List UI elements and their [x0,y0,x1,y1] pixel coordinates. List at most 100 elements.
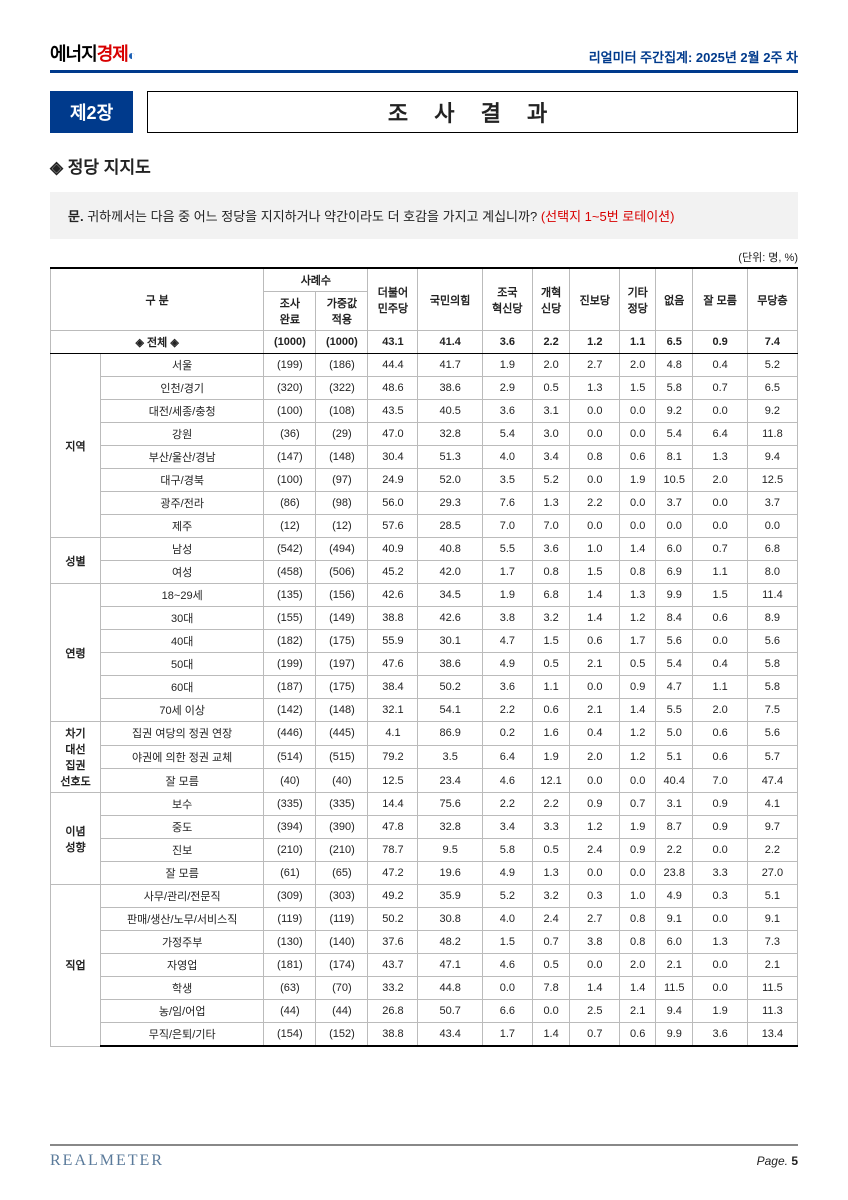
data-cell: 1.4 [532,1023,569,1047]
data-cell: (1000) [316,331,368,354]
data-cell: 2.1 [656,954,693,977]
data-cell: 12.5 [747,469,797,492]
row-label: 강원 [101,423,264,446]
data-cell: 1.4 [620,977,656,1000]
data-cell: 3.6 [482,676,532,699]
data-cell: 5.8 [482,839,532,862]
data-cell: 5.2 [482,885,532,908]
data-cell: 7.3 [747,931,797,954]
group-label: 이념 성향 [51,793,101,885]
data-cell: 0.5 [532,839,569,862]
data-cell: 3.8 [570,931,620,954]
table-row: 무직/은퇴/기타(154)(152)38.843.41.71.40.70.69.… [51,1023,798,1047]
data-cell: (303) [316,885,368,908]
data-cell: 0.0 [570,400,620,423]
row-label: 30대 [101,607,264,630]
data-cell: 24.9 [368,469,418,492]
data-cell: 30.1 [418,630,482,653]
data-cell: 6.5 [747,377,797,400]
data-cell: 50.7 [418,1000,482,1023]
col-party-3: 개혁 신당 [532,268,569,331]
data-cell: 9.2 [656,400,693,423]
data-cell: 2.2 [656,839,693,862]
data-cell: 1.0 [620,885,656,908]
data-cell: 0.9 [570,793,620,816]
row-label: 잘 모름 [101,769,264,793]
data-cell: 0.4 [693,354,747,377]
data-cell: 2.2 [482,699,532,722]
data-cell: 0.0 [620,862,656,885]
data-cell: 9.5 [418,839,482,862]
data-cell: 0.7 [693,538,747,561]
data-cell: (97) [316,469,368,492]
data-cell: 1.5 [620,377,656,400]
data-cell: 43.4 [418,1023,482,1047]
data-cell: 42.0 [418,561,482,584]
data-cell: 0.0 [747,515,797,538]
data-cell: 40.5 [418,400,482,423]
row-label: 야권에 의한 정권 교체 [101,745,264,769]
data-cell: (147) [264,446,316,469]
data-cell: 47.6 [368,653,418,676]
data-cell: (458) [264,561,316,584]
data-cell: 5.8 [656,377,693,400]
data-cell: (182) [264,630,316,653]
table-row: 지역서울(199)(186)44.441.71.92.02.72.04.80.4… [51,354,798,377]
data-cell: 3.6 [482,400,532,423]
data-cell: 2.9 [482,377,532,400]
data-cell: 0.0 [570,676,620,699]
data-cell: 1.4 [570,584,620,607]
data-cell: 5.4 [656,423,693,446]
data-cell: 38.6 [418,377,482,400]
data-cell: 2.2 [570,492,620,515]
data-cell: 1.5 [482,931,532,954]
data-cell: 5.4 [482,423,532,446]
data-cell: 7.0 [693,769,747,793]
data-cell: 4.8 [656,354,693,377]
table-row: 자영업(181)(174)43.747.14.60.50.02.02.10.02… [51,954,798,977]
data-cell: 0.0 [570,769,620,793]
data-cell: 11.4 [747,584,797,607]
group-label: 직업 [51,885,101,1047]
data-cell: 3.1 [532,400,569,423]
data-cell: 38.8 [368,607,418,630]
data-cell: 32.1 [368,699,418,722]
total-label: ◈ 전체 ◈ [51,331,264,354]
data-cell: 4.0 [482,908,532,931]
data-cell: 3.2 [532,885,569,908]
row-label: 여성 [101,561,264,584]
data-cell: 9.4 [656,1000,693,1023]
data-cell: 3.3 [693,862,747,885]
data-cell: 1.4 [570,607,620,630]
data-cell: 5.0 [656,722,693,746]
data-cell: 1.5 [532,630,569,653]
data-cell: 3.4 [482,816,532,839]
data-cell: 0.0 [656,515,693,538]
data-cell: 10.5 [656,469,693,492]
data-cell: (65) [316,862,368,885]
data-cell: 0.0 [532,1000,569,1023]
row-label: 집권 여당의 정권 연장 [101,722,264,746]
data-cell: 9.1 [747,908,797,931]
row-label: 대전/세종/충청 [101,400,264,423]
col-sample-sub-1: 가중값 적용 [316,292,368,331]
data-cell: 2.0 [570,745,620,769]
data-cell: 0.9 [693,793,747,816]
data-cell: 51.3 [418,446,482,469]
col-party-8: 무당층 [747,268,797,331]
unit-note: (단위: 명, %) [50,249,798,265]
table-row: 중도(394)(390)47.832.83.43.31.21.98.70.99.… [51,816,798,839]
row-label: 중도 [101,816,264,839]
data-cell: 4.6 [482,769,532,793]
col-party-0: 더불어 민주당 [368,268,418,331]
row-label: 판매/생산/노무/서비스직 [101,908,264,931]
table-row: 학생(63)(70)33.244.80.07.81.41.411.50.011.… [51,977,798,1000]
row-label: 18~29세 [101,584,264,607]
table-row: 차기 대선 집권 선호도집권 여당의 정권 연장(446)(445)4.186.… [51,722,798,746]
data-cell: (494) [316,538,368,561]
row-label: 무직/은퇴/기타 [101,1023,264,1047]
data-cell: 1.2 [620,607,656,630]
data-cell: 2.7 [570,908,620,931]
data-cell: 43.5 [368,400,418,423]
chapter-title: 조 사 결 과 [147,91,798,133]
